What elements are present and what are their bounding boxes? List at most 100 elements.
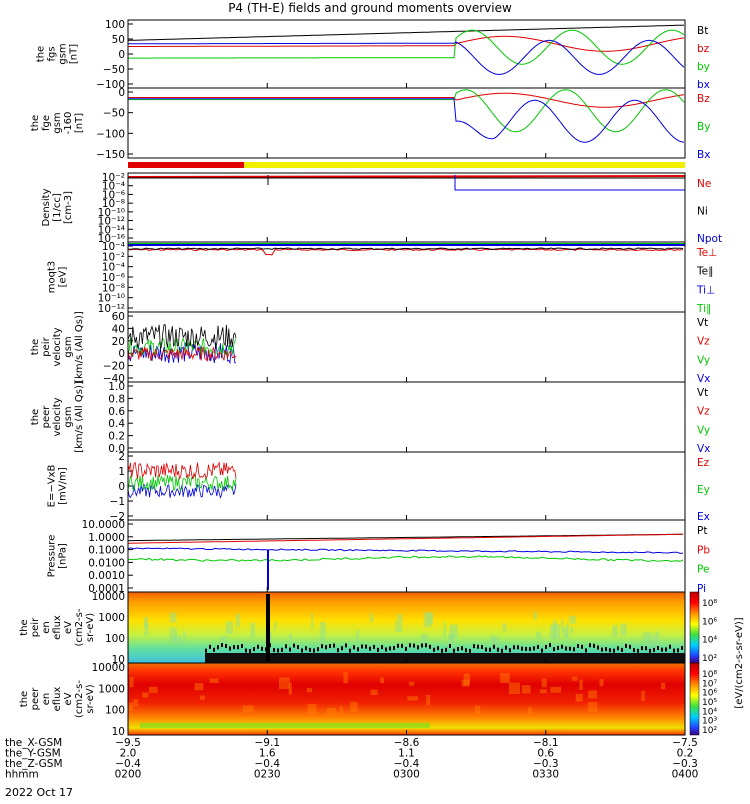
ylabel-pressure: Pressure[nPa] [47, 535, 69, 578]
noise-pixel [461, 646, 463, 651]
ytick-label: 0.0100 [88, 557, 125, 569]
noise-pixel [409, 643, 411, 648]
spectro-patch [561, 619, 564, 634]
colorbar-tick: 10² [702, 726, 717, 736]
panel-peir_spec: thepeirenefluxeV(cm2-s-sr-eV) 10000 1000 10… [19, 591, 686, 666]
legend-Vx: Vx [697, 373, 710, 385]
noise-pixel [589, 643, 591, 648]
series-Pb [128, 533, 683, 544]
spike-column [266, 594, 270, 661]
series-Ey [127, 474, 237, 492]
noise-pixel [305, 646, 307, 651]
spectro-patch [443, 621, 446, 638]
ylabel-line: eflux [52, 615, 63, 640]
panel-frame [127, 172, 686, 243]
noise-pixel [665, 647, 667, 652]
legend-Bx: Bx [697, 149, 710, 161]
panel-data [127, 243, 685, 256]
noise-pixel [349, 648, 351, 653]
panel-peer_velocity: thepeervelocitygsm[km/s (All Qs)] 1.00.80… [30, 381, 710, 455]
series-Te-perp [127, 248, 684, 256]
xaxis-value: 0200 [115, 769, 142, 781]
noise-pixel [673, 648, 675, 653]
panel-efield: E=−VxB[mV/m] 2 1 0 −1 −2 Ez Ey Ex [47, 451, 710, 523]
colorbar-tick: 10³ [702, 717, 717, 727]
spectro-patch [395, 621, 403, 633]
spectro-patch [448, 633, 454, 649]
spectro-patch [209, 678, 219, 684]
noise-pixel [533, 646, 535, 651]
noise-pixel [377, 647, 379, 652]
series-Pe [127, 555, 684, 562]
ylabel-line: gsm [63, 336, 74, 357]
ytick-label: 10⁻⁸ [102, 198, 125, 210]
ylabel-line: gsm [63, 406, 74, 427]
ytick-label: −40 [103, 373, 125, 385]
spectro-patch [311, 613, 314, 630]
panel-data [127, 533, 684, 590]
panel-peir_velocity: thepeirvelocitygsm[km/s (All Qs)] 6040200… [30, 311, 710, 385]
series-Vy [127, 337, 237, 357]
ylabel-line: [nPa] [58, 543, 69, 569]
noise-pixel [261, 646, 263, 651]
colorbar-peir_spec [689, 591, 700, 664]
xaxis-value: 0300 [393, 769, 420, 781]
spectro-patch [169, 612, 177, 623]
noise-pixel [649, 648, 651, 653]
ylabel-line: the [30, 339, 41, 355]
ylabel-line: gsm [58, 43, 69, 64]
noise-pixel [273, 648, 275, 653]
spectro-patch [461, 679, 470, 687]
spectro-patch [200, 695, 205, 700]
noise-pixel [449, 644, 451, 649]
noise-pixel [517, 645, 519, 650]
noise-pixel [529, 647, 531, 652]
series-Vx [127, 342, 237, 365]
spectro-patch [319, 636, 326, 648]
ytick-label: 10000 [92, 662, 125, 674]
noise-pixel [505, 645, 507, 650]
ylabel-line: fgs [47, 46, 58, 61]
ylabel-line: peir [41, 336, 52, 356]
noise-pixel [681, 645, 683, 650]
noise-pixel [405, 646, 407, 651]
series-Npot [454, 175, 685, 191]
noise-pixel [205, 648, 207, 653]
ytick-label: 1000 [98, 683, 125, 695]
colorbar-tick: 10⁸ [702, 670, 717, 680]
spectro-patch [288, 682, 292, 695]
noise-pixel [337, 648, 339, 653]
panel-peer_spec: thepeerenefluxeV(cm2-s-sr-eV) 10000 1000 10… [19, 662, 686, 738]
noise-pixel [277, 648, 279, 653]
noise-pixel [557, 645, 559, 650]
noise-pixel [373, 644, 375, 649]
noise-pixel [593, 643, 595, 648]
ylabel-line: [mV/m] [58, 467, 69, 505]
ytick-label: 1000 [98, 612, 125, 624]
spectro-patch [541, 678, 547, 688]
spectro-patch [588, 690, 597, 699]
ytick-label: 50 [112, 34, 125, 46]
spectro-patch [356, 630, 359, 646]
date-label: 2022 Oct 17 [5, 786, 73, 799]
colorbar-tick: 10⁴ [702, 707, 717, 717]
noise-pixel [637, 648, 639, 653]
plot-title: P4 (TH-E) fields and ground moments over… [228, 1, 512, 15]
noise-pixel [245, 648, 247, 653]
xaxis-row-label: hhmm [5, 769, 39, 781]
legend-Pe: Pe [697, 564, 709, 576]
panel-data [127, 24, 685, 75]
noise-pixel [293, 643, 295, 648]
noise-pixel [357, 647, 359, 652]
ytick-label: 40 [112, 323, 125, 335]
xaxis-value: 0400 [672, 769, 699, 781]
spectro-patch [569, 615, 576, 624]
noise-pixel [217, 645, 219, 650]
noise-pixel [353, 645, 355, 650]
noise-pixel [385, 647, 387, 652]
ytick-label: −50 [103, 108, 125, 120]
spectro-patch [194, 683, 204, 691]
panel-fgs: thefgsgsm[nT] 100 50 0 −50 −100 Bt bz by bx [36, 19, 710, 91]
spectro-patch [549, 625, 556, 639]
noise-pixel [289, 647, 291, 652]
